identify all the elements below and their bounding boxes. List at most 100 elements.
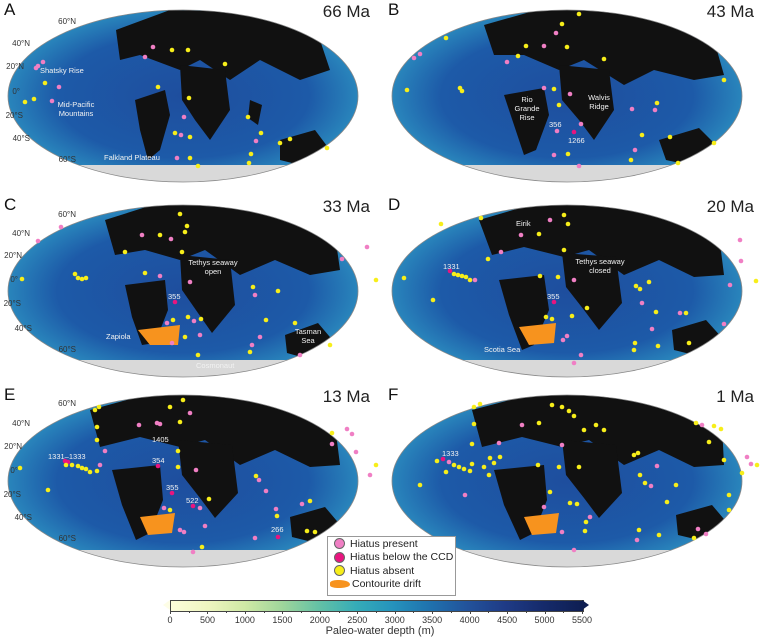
site-label-356: 356 — [549, 120, 562, 129]
annotation-zapiola: Zapiola — [106, 332, 131, 341]
paleo-map-33ma — [7, 204, 379, 378]
colorbar-tick — [170, 611, 171, 614]
colorbar-tick — [319, 611, 321, 614]
lat-label: 40°N — [12, 39, 30, 48]
site-markers — [404, 11, 727, 169]
lat-label: 60°N — [58, 399, 76, 408]
site-label-354: 354 — [152, 456, 165, 465]
orange-blob-icon — [330, 580, 350, 589]
annotation-falkland-plateau: Falkland Plateau — [104, 153, 160, 162]
colorbar-tick — [525, 611, 527, 613]
lat-label: 20°N — [6, 62, 24, 71]
colorbar-tick-label: 3500 — [422, 615, 443, 625]
colorbar-tick — [188, 611, 190, 613]
panel-age: 66 Ma — [322, 2, 370, 21]
paleo-map-1ma — [391, 394, 760, 568]
panel-letter: C — [4, 195, 17, 214]
magenta-circle-icon — [334, 551, 345, 563]
legend-item-hiatus-absent: Hiatus absent — [328, 564, 455, 578]
lat-label: 20°S — [3, 299, 21, 308]
colorbar-tick — [582, 611, 583, 614]
annotation-cosmonaut: Cosmonaut — [196, 361, 235, 370]
colorbar-tick — [282, 611, 284, 614]
lat-label: 40°S — [14, 513, 32, 522]
annotation-eirik: Eirik — [516, 219, 531, 228]
site-markers — [22, 44, 330, 169]
lat-label: 0° — [10, 466, 18, 475]
panel-b: B 43 Ma Rio Grande Rise Walvis Ridge 356… — [384, 0, 768, 190]
colorbar-tick — [301, 611, 302, 613]
panel-c: C 33 Ma 60°N 40°N 20°N 0° 20°S 40°S 60°S… — [0, 195, 384, 385]
annotation-shatsky-rise: Shatsky Rise — [40, 66, 84, 75]
panel-age: 33 Ma — [322, 197, 370, 216]
panel-a: A 66 Ma 60°N 40°N 20°N 0° 20°S 40°S 60°S… — [0, 0, 384, 190]
colorbar-tick-label: 4000 — [459, 615, 480, 625]
colorbar-tick — [413, 611, 415, 613]
annotation-tasman-sea: Tasman Sea — [294, 327, 322, 345]
legend-label: Hiatus present — [350, 537, 418, 550]
colorbar: 0 500 1000 1500 2000 2500 3000 3500 4000 4500 5000… — [160, 600, 600, 639]
lat-label: 20°S — [3, 490, 21, 499]
colorbar-tick — [376, 611, 377, 613]
annotation-scotia-sea: Scotia Sea — [484, 345, 521, 354]
lat-label: 0° — [10, 275, 18, 284]
site-label-1331: 1331 — [443, 262, 460, 271]
panel-age: 1 Ma — [716, 387, 754, 406]
panel-f: F 1 Ma 1333 — [384, 385, 768, 575]
colorbar-tick — [338, 611, 340, 613]
colorbar-tick-label: 5000 — [534, 615, 555, 625]
lat-label: 60°N — [58, 210, 76, 219]
colorbar-min-arrow-icon — [163, 600, 170, 610]
colorbar-tick-label: 4500 — [497, 615, 518, 625]
panel-e: E 13 Ma 60°N 40°N 20°N 0° 20°S 40°S 60°S… — [0, 385, 384, 575]
lat-label: 0° — [12, 87, 20, 96]
colorbar-tick-label: 1000 — [234, 615, 255, 625]
colorbar-tick-label: 2500 — [347, 615, 368, 625]
lat-label: 40°S — [14, 324, 32, 333]
colorbar-tick-label: 5500 — [571, 615, 593, 625]
legend-item-contourite-drift: Contourite drift — [328, 578, 455, 592]
site-markers — [401, 212, 759, 366]
annotation-tethys-seaway-closed: Tethys seaway closed — [575, 257, 625, 275]
site-label-1333: 1333 — [442, 449, 459, 458]
site-label-355: 355 — [547, 292, 560, 301]
paleo-map-13ma — [7, 394, 379, 568]
lat-label: 20°S — [5, 111, 23, 120]
colorbar-tick-label: 3000 — [384, 615, 405, 625]
lat-label: 60°S — [58, 534, 76, 543]
lat-label: 60°N — [58, 17, 76, 26]
pink-circle-icon — [334, 538, 345, 550]
site-markers — [17, 397, 379, 555]
site-markers — [417, 401, 760, 553]
annotation-mid-pacific: Mid-Pacific Mountains — [57, 100, 95, 118]
panel-letter: B — [388, 0, 400, 19]
site-label-355: 355 — [166, 483, 179, 492]
colorbar-tick — [244, 611, 246, 614]
colorbar-tick — [207, 611, 209, 614]
lat-label: 60°S — [58, 345, 76, 354]
colorbar-tick — [563, 611, 565, 613]
annotation-rio-grande-rise: Rio Grande Rise — [514, 95, 540, 122]
site-label-1331-1333: 1331–1333 — [48, 452, 86, 461]
site-label-266: 266 — [271, 525, 284, 534]
site-label-1405: 1405 — [152, 435, 169, 444]
site-markers — [19, 211, 379, 358]
colorbar-tick-label: 2000 — [309, 615, 330, 625]
panel-d: D 20 Ma Eirik Tethys seaway closed 1331 … — [384, 195, 768, 385]
lat-label: 40°N — [12, 419, 30, 428]
paleo-map-20ma — [391, 204, 759, 378]
legend-item-hiatus-present: Hiatus present — [328, 537, 455, 551]
legend-item-hiatus-below-ccd: Hiatus below the CCD — [328, 551, 455, 565]
legend-label: Contourite drift — [352, 578, 421, 591]
colorbar-title: Paleo-water depth (m) — [325, 625, 435, 637]
colorbar-tick — [469, 611, 471, 614]
legend-label: Hiatus absent — [350, 564, 415, 577]
colorbar-tick — [263, 611, 265, 613]
annotation-walvis-ridge: Walvis Ridge — [588, 93, 610, 111]
paleo-map-66ma — [7, 9, 359, 183]
panel-letter: D — [388, 195, 401, 214]
colorbar-tick — [357, 611, 359, 614]
colorbar-tick — [394, 611, 396, 614]
panel-letter: F — [388, 385, 399, 404]
colorbar-max-arrow-icon — [582, 600, 589, 610]
